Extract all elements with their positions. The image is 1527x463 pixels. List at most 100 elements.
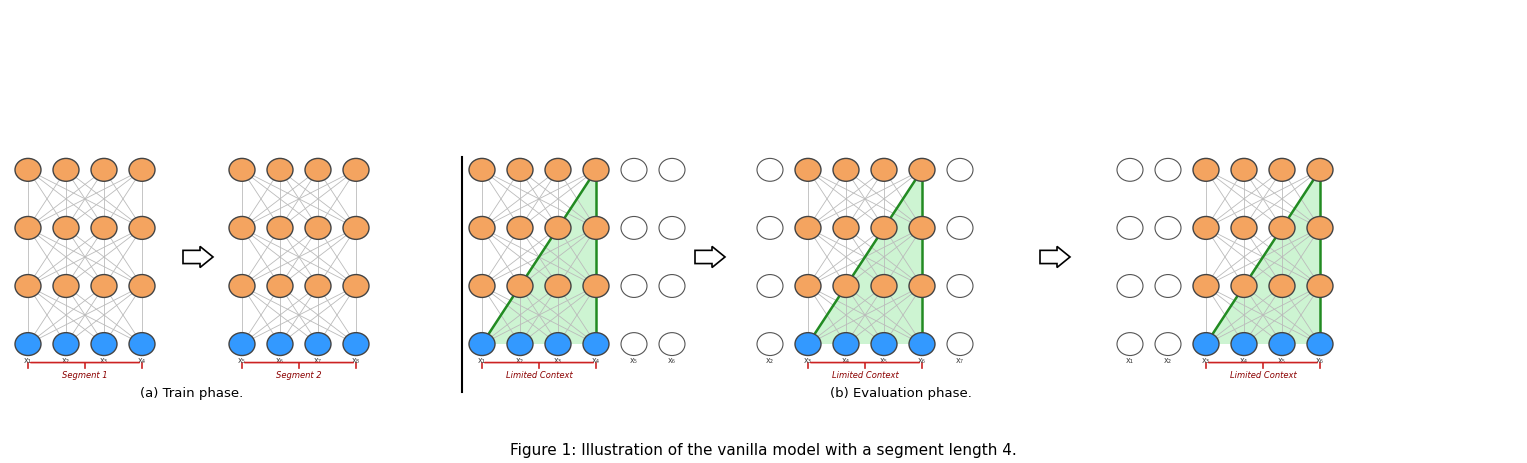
- Circle shape: [660, 158, 686, 181]
- Circle shape: [15, 158, 41, 181]
- Circle shape: [870, 217, 896, 239]
- Text: x₂: x₂: [767, 357, 774, 365]
- Circle shape: [15, 275, 41, 297]
- Circle shape: [1231, 158, 1257, 181]
- Circle shape: [1307, 332, 1333, 356]
- Text: x₁: x₁: [24, 357, 32, 365]
- Circle shape: [1269, 275, 1295, 297]
- Circle shape: [1116, 275, 1144, 297]
- Circle shape: [128, 217, 156, 239]
- Polygon shape: [808, 170, 922, 344]
- Circle shape: [909, 217, 935, 239]
- Circle shape: [128, 275, 156, 297]
- Circle shape: [660, 332, 686, 356]
- Text: x₂: x₂: [1164, 357, 1173, 365]
- Circle shape: [469, 217, 495, 239]
- Circle shape: [53, 217, 79, 239]
- Text: x₅: x₅: [880, 357, 887, 365]
- Circle shape: [469, 158, 495, 181]
- Circle shape: [583, 158, 609, 181]
- Circle shape: [947, 217, 973, 239]
- Circle shape: [1307, 158, 1333, 181]
- Circle shape: [1269, 217, 1295, 239]
- Circle shape: [15, 217, 41, 239]
- Circle shape: [909, 158, 935, 181]
- Circle shape: [1154, 158, 1180, 181]
- Circle shape: [305, 217, 331, 239]
- Text: Segment 1: Segment 1: [63, 371, 108, 381]
- Circle shape: [1231, 332, 1257, 356]
- Circle shape: [545, 275, 571, 297]
- Circle shape: [545, 158, 571, 181]
- Circle shape: [1154, 275, 1180, 297]
- Circle shape: [1193, 217, 1219, 239]
- Circle shape: [1116, 332, 1144, 356]
- Circle shape: [1193, 332, 1219, 356]
- Text: x₅: x₅: [238, 357, 246, 365]
- Circle shape: [1231, 217, 1257, 239]
- Circle shape: [1154, 217, 1180, 239]
- Circle shape: [909, 332, 935, 356]
- Text: x₄: x₄: [592, 357, 600, 365]
- Circle shape: [1307, 275, 1333, 297]
- Text: x₆: x₆: [669, 357, 676, 365]
- Text: x₄: x₄: [841, 357, 851, 365]
- Circle shape: [92, 158, 118, 181]
- Circle shape: [92, 332, 118, 356]
- Circle shape: [1154, 332, 1180, 356]
- Circle shape: [583, 275, 609, 297]
- Text: x₂: x₂: [516, 357, 524, 365]
- Circle shape: [834, 217, 860, 239]
- FancyArrow shape: [183, 246, 212, 268]
- Circle shape: [545, 332, 571, 356]
- Circle shape: [229, 217, 255, 239]
- Circle shape: [128, 332, 156, 356]
- Circle shape: [834, 332, 860, 356]
- Text: x₄: x₄: [1240, 357, 1248, 365]
- Circle shape: [796, 158, 822, 181]
- Circle shape: [545, 217, 571, 239]
- Circle shape: [1269, 332, 1295, 356]
- Circle shape: [53, 332, 79, 356]
- Text: x₇: x₇: [315, 357, 322, 365]
- Text: x₃: x₃: [99, 357, 108, 365]
- Circle shape: [947, 158, 973, 181]
- Text: x₁: x₁: [1125, 357, 1135, 365]
- Circle shape: [621, 275, 647, 297]
- Circle shape: [15, 332, 41, 356]
- Text: x₁: x₁: [478, 357, 486, 365]
- Text: Limited Context: Limited Context: [505, 371, 573, 381]
- Circle shape: [870, 275, 896, 297]
- Circle shape: [870, 158, 896, 181]
- Circle shape: [757, 217, 783, 239]
- Polygon shape: [1206, 170, 1319, 344]
- Circle shape: [229, 158, 255, 181]
- FancyArrow shape: [1040, 246, 1070, 268]
- Circle shape: [621, 158, 647, 181]
- Circle shape: [796, 275, 822, 297]
- Circle shape: [1269, 158, 1295, 181]
- Text: Limited Context: Limited Context: [832, 371, 898, 381]
- Circle shape: [757, 158, 783, 181]
- Circle shape: [621, 217, 647, 239]
- Circle shape: [1193, 158, 1219, 181]
- Circle shape: [834, 275, 860, 297]
- Circle shape: [621, 332, 647, 356]
- Circle shape: [947, 332, 973, 356]
- Circle shape: [1116, 158, 1144, 181]
- Text: x₃: x₃: [554, 357, 562, 365]
- Circle shape: [757, 275, 783, 297]
- Circle shape: [92, 275, 118, 297]
- Text: x₆: x₆: [918, 357, 925, 365]
- FancyArrow shape: [695, 246, 725, 268]
- Circle shape: [583, 332, 609, 356]
- Text: x₆: x₆: [1316, 357, 1324, 365]
- Circle shape: [305, 275, 331, 297]
- Circle shape: [507, 217, 533, 239]
- Circle shape: [229, 332, 255, 356]
- Circle shape: [1193, 275, 1219, 297]
- Circle shape: [507, 275, 533, 297]
- Circle shape: [267, 158, 293, 181]
- Text: (b) Evaluation phase.: (b) Evaluation phase.: [831, 388, 973, 400]
- Text: x₆: x₆: [276, 357, 284, 365]
